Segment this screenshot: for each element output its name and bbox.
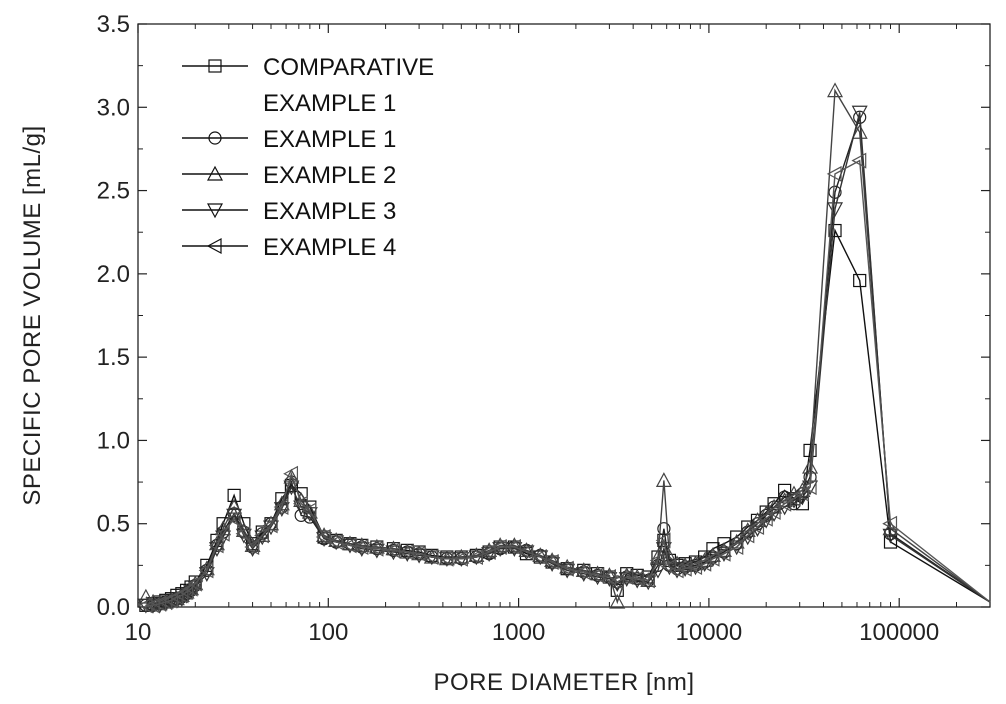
y-tick-label: 2.0 [97, 261, 130, 288]
legend-label: EXAMPLE 3 [263, 198, 396, 225]
y-axis-title: SPECIFIC PORE VOLUME [mL/g] [19, 125, 46, 505]
y-tick-label: 3.5 [97, 11, 130, 38]
legend-entry-3: EXAMPLE 2 [182, 162, 396, 189]
y-tick-label: 0.5 [97, 511, 130, 538]
y-tick-label: 1.5 [97, 344, 130, 371]
legend-entry-2: EXAMPLE 1 [182, 126, 396, 153]
legend-entry-4: EXAMPLE 3 [182, 198, 396, 225]
legend-entry-1: COMPARATIVE EXAMPLE 1 [182, 54, 434, 117]
x-tick-label: 100000 [859, 619, 939, 646]
x-tick-label: 10 [125, 619, 152, 646]
y-tick-label: 2.5 [97, 178, 130, 205]
legend-label: COMPARATIVE [263, 54, 434, 81]
legend-label: EXAMPLE 4 [263, 234, 396, 261]
legend-label: EXAMPLE 2 [263, 162, 396, 189]
legend-entry-5: EXAMPLE 4 [182, 234, 396, 261]
x-axis-title: PORE DIAMETER [nm] [433, 669, 694, 696]
y-tick-label: 3.0 [97, 94, 130, 121]
x-tick-label: 100 [308, 619, 348, 646]
series-line [146, 161, 990, 606]
x-tick-label: 10000 [676, 619, 743, 646]
legend: COMPARATIVE EXAMPLE 1 EXAMPLE 1 EXAMPLE 2 EX… [182, 54, 434, 261]
legend-label: EXAMPLE 1 [263, 126, 396, 153]
y-tick-label: 1.0 [97, 427, 130, 454]
y-tick-label: 0.0 [97, 594, 130, 621]
x-tick-label: 1000 [492, 619, 545, 646]
legend-label: EXAMPLE 1 [263, 90, 396, 117]
series-1 [140, 225, 990, 612]
